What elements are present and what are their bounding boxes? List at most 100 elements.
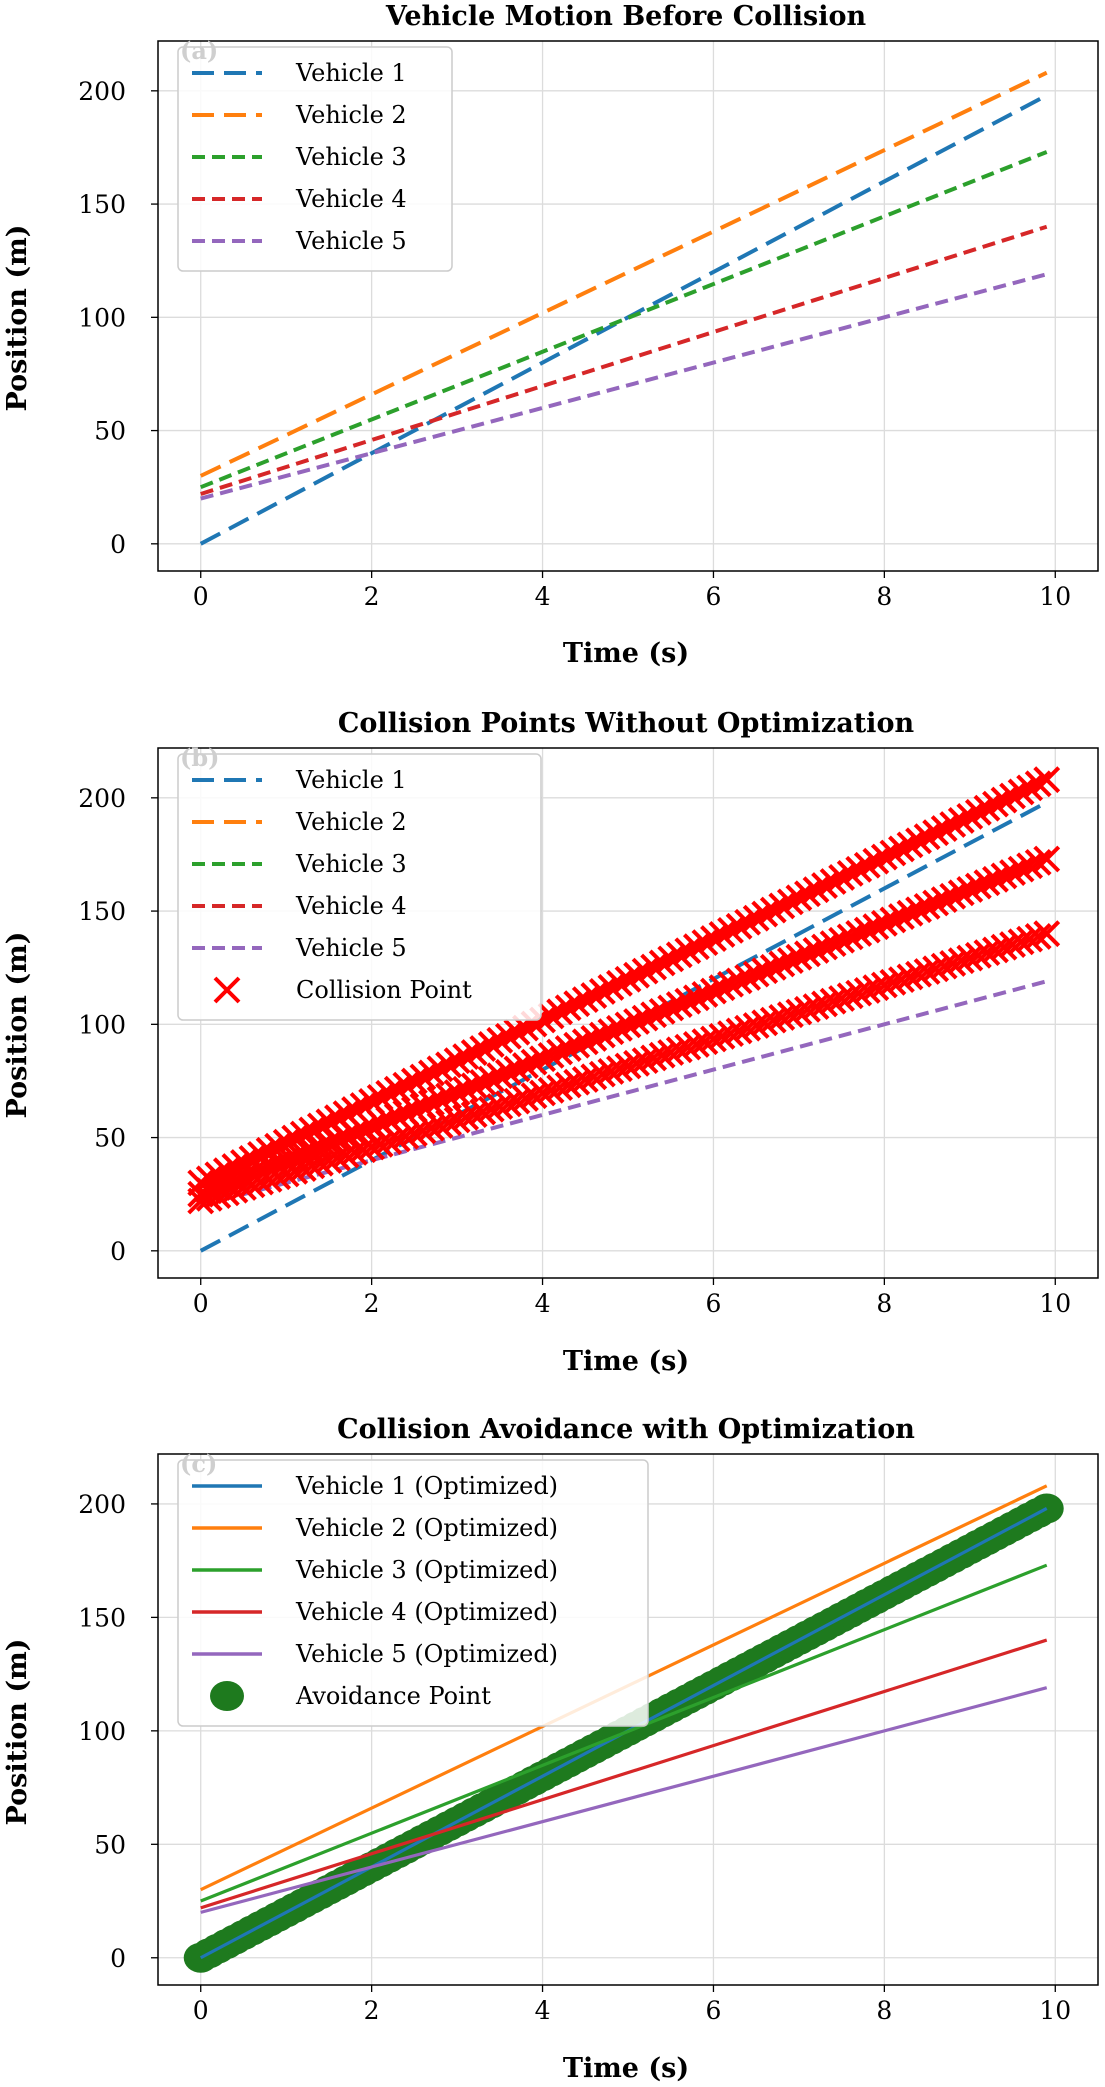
legend-label: Vehicle 1	[295, 766, 407, 794]
collision-point-marker	[811, 933, 838, 961]
collision-point-marker	[341, 1138, 368, 1166]
collision-point-marker	[845, 920, 873, 947]
collision-point-marker	[964, 872, 992, 900]
collision-point-marker	[580, 1063, 608, 1091]
collision-point-marker	[546, 1038, 574, 1066]
collision-point-marker	[939, 882, 967, 910]
collision-point-marker	[409, 1117, 437, 1145]
series-line-vehicle-5	[200, 272, 1048, 501]
collision-point-marker	[640, 1044, 668, 1072]
collision-point-marker	[665, 1036, 693, 1064]
collision-point-marker	[751, 1009, 779, 1037]
collision-point-marker	[426, 1111, 454, 1139]
collision-point-marker	[469, 1035, 497, 1062]
y-tick-label: 150	[78, 1603, 126, 1632]
collision-point-marker	[990, 786, 1018, 814]
collision-point-marker	[794, 995, 821, 1023]
collision-point-marker	[469, 1069, 497, 1096]
series-line-vehicle-5	[200, 979, 1048, 1208]
y-tick-label: 50	[94, 1830, 126, 1859]
collision-point-marker	[606, 1055, 633, 1083]
collision-point-marker	[247, 1168, 274, 1196]
panel-b-xlabel: Time (s)	[563, 1346, 689, 1377]
collision-point-marker	[888, 966, 915, 994]
collision-point-marker	[708, 974, 736, 1002]
x-tick-label: 4	[535, 582, 551, 611]
panel-b-plot-area	[187, 766, 1061, 1253]
collision-point-marker	[1033, 845, 1061, 873]
x-tick-label: 6	[706, 1996, 722, 2025]
collision-point-marker	[477, 1065, 505, 1093]
collision-point-marker	[999, 782, 1026, 810]
panel-a-tag: (a)	[180, 36, 218, 65]
y-tick-label: 50	[94, 1124, 126, 1153]
collision-point-marker	[751, 900, 779, 928]
panel-c-legend: Vehicle 1 (Optimized) Vehicle 2 (Optimize…	[177, 1459, 649, 1727]
collision-point-marker	[674, 1033, 702, 1061]
panel-a-ylabel: Position (m)	[2, 225, 33, 412]
collision-point-marker	[477, 1030, 505, 1058]
x-tick-label: 10	[1039, 582, 1071, 611]
collision-point-marker	[913, 823, 941, 851]
collision-point-marker	[947, 807, 975, 834]
series-line-vehicle-4	[200, 224, 1048, 496]
collision-point-marker	[443, 1047, 471, 1075]
collision-point-marker	[853, 977, 881, 1004]
collision-point-marker	[306, 1149, 334, 1177]
collision-point-marker	[665, 941, 693, 969]
collision-point-marker	[870, 971, 898, 999]
collision-point-marker	[537, 1076, 565, 1104]
legend-marker-collision	[213, 976, 241, 1004]
collision-point-marker	[922, 819, 950, 847]
collision-point-marker	[819, 930, 847, 958]
collision-point-marker	[759, 896, 787, 924]
collision-point-marker	[947, 947, 975, 975]
collision-point-marker	[836, 982, 864, 1010]
collision-point-marker	[802, 993, 830, 1021]
collision-point-marker	[452, 1103, 480, 1131]
collision-point-marker	[956, 944, 984, 972]
collision-point-marker	[383, 1125, 411, 1153]
collision-point-marker	[648, 997, 676, 1025]
collision-point-marker	[418, 1059, 445, 1087]
legend-label: Vehicle 2	[295, 808, 407, 836]
collision-point-marker	[879, 906, 907, 934]
collision-point-marker	[597, 973, 625, 1001]
collision-point-marker	[870, 843, 898, 871]
collision-point-marker	[682, 984, 710, 1012]
collision-point-marker	[443, 1106, 471, 1134]
collision-point-marker	[486, 1062, 514, 1090]
x-tick-label: 10	[1039, 1996, 1071, 2025]
collision-point-marker	[751, 957, 779, 985]
y-tick-label: 150	[78, 897, 126, 926]
collision-point-marker	[785, 943, 813, 971]
legend-label: Vehicle 5	[295, 227, 407, 255]
collision-point-marker	[460, 1101, 488, 1129]
collision-point-marker	[460, 1072, 488, 1100]
x-tick-label: 4	[535, 1996, 551, 2025]
collision-point-marker	[520, 1048, 548, 1076]
x-tick-label: 4	[535, 1289, 551, 1318]
panel-a: Vehicle Motion Before Collision Time (s)…	[2, 1, 1099, 669]
collision-point-marker	[597, 1057, 625, 1085]
collision-point-marker	[768, 950, 796, 978]
legend-label: Vehicle 5 (Optimized)	[295, 1640, 558, 1668]
collision-point-marker	[435, 1109, 462, 1137]
y-tick-label: 200	[78, 77, 126, 106]
collision-point-marker	[1024, 923, 1052, 950]
x-tick-label: 8	[876, 582, 892, 611]
collision-point-marker	[204, 1182, 232, 1210]
series-line-vehicle-5	[200, 1686, 1048, 1914]
collision-point-marker	[1016, 774, 1044, 802]
collision-point-marker	[426, 1085, 454, 1113]
collision-point-marker	[221, 1176, 249, 1204]
y-tick-label: 150	[78, 190, 126, 219]
collision-point-marker	[614, 1011, 642, 1039]
collision-point-marker	[383, 1075, 411, 1103]
collision-point-marker	[452, 1075, 480, 1103]
collision-point-marker	[691, 929, 719, 957]
collision-point-marker	[657, 994, 685, 1022]
y-tick-label: 200	[78, 784, 126, 813]
collision-point-marker	[862, 847, 890, 875]
collision-point-marker	[768, 1004, 796, 1031]
